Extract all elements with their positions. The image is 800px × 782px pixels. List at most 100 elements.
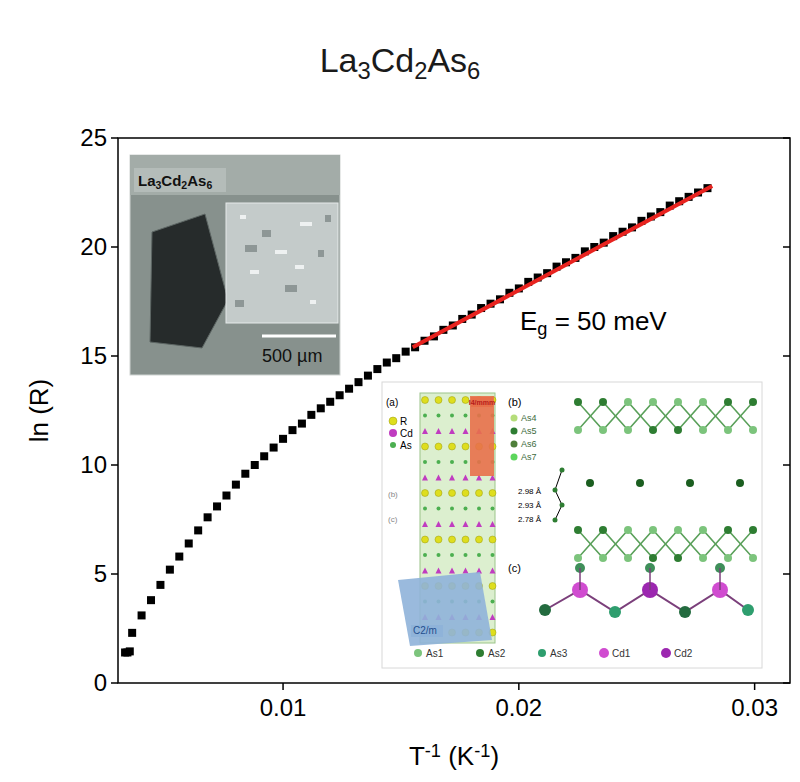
data-point xyxy=(336,391,344,399)
data-point xyxy=(126,647,134,655)
as-atom xyxy=(477,553,481,557)
as-atom xyxy=(586,479,594,487)
y-tick xyxy=(111,464,118,466)
y-tick-label: 25 xyxy=(80,124,107,151)
r-atom xyxy=(462,490,469,497)
speckle xyxy=(275,250,287,254)
speckle xyxy=(240,215,246,219)
cd-atom xyxy=(463,521,469,527)
distance-marker xyxy=(555,470,562,520)
r-atom xyxy=(462,536,469,543)
as-atom xyxy=(553,518,558,523)
annotation: (b) xyxy=(388,490,398,499)
legend-dot xyxy=(599,648,609,658)
text-part: = 50 meV xyxy=(547,306,667,336)
legend-dot xyxy=(511,415,518,422)
cd-atom xyxy=(436,475,442,481)
cd-atom xyxy=(490,614,496,620)
y-tick-label: 0 xyxy=(94,669,107,696)
annotation: Cd2 xyxy=(674,648,693,659)
bond xyxy=(578,530,753,558)
data-point xyxy=(298,420,306,428)
i4mmm-cell xyxy=(470,396,494,476)
as-atom xyxy=(491,553,495,557)
speckle xyxy=(295,265,304,269)
y-tick-right xyxy=(783,246,790,248)
data-group xyxy=(121,184,712,656)
y-tick-label: 10 xyxy=(80,451,107,478)
data-point xyxy=(241,470,249,478)
as-atom xyxy=(423,414,427,418)
y-axis-title: ln (R) xyxy=(24,379,54,443)
r-atom xyxy=(476,490,483,497)
chart: La3Cd2As605101520250.010.020.03T-1 (K-1)… xyxy=(0,0,800,782)
chart-title: La3Cd2As6 xyxy=(320,41,481,84)
annotation: (c) xyxy=(508,562,521,574)
as-atom xyxy=(560,468,565,473)
y-tick-right xyxy=(783,137,790,139)
data-point xyxy=(251,461,259,469)
y-tick xyxy=(111,355,118,357)
annotation: As7 xyxy=(521,452,537,462)
cd-atom xyxy=(449,475,455,481)
y-tick-label: 5 xyxy=(94,560,107,587)
annotation: As6 xyxy=(521,439,537,449)
as-atom xyxy=(437,414,441,418)
text-part: As xyxy=(427,41,467,79)
speckle xyxy=(235,300,244,307)
as-atom xyxy=(699,554,707,562)
text-part: Cd xyxy=(161,172,181,189)
r-atom xyxy=(449,443,456,450)
r-atom xyxy=(489,490,496,497)
data-point xyxy=(128,629,136,637)
x-tick xyxy=(754,683,756,690)
text-part: La xyxy=(320,41,358,79)
c2m-cell xyxy=(398,572,492,646)
as-atom xyxy=(477,507,481,511)
as-atom xyxy=(450,553,454,557)
annotation: 2.93 Å xyxy=(518,501,542,510)
y-tick xyxy=(111,682,118,684)
legend-dot xyxy=(511,441,518,448)
as-atom xyxy=(624,426,632,434)
as-atom xyxy=(624,398,632,406)
text-part: T xyxy=(409,741,425,771)
bond xyxy=(579,568,581,590)
label-patch xyxy=(134,168,226,192)
cd-atom xyxy=(463,428,469,434)
as-atom xyxy=(599,554,607,562)
as-atom xyxy=(749,426,757,434)
text-part: Cd xyxy=(371,41,414,79)
annotation: I4/mmm xyxy=(469,399,495,406)
x-tick-label: 0.01 xyxy=(260,694,307,721)
speckle xyxy=(318,250,324,257)
data-point xyxy=(279,435,287,443)
r-atom xyxy=(435,443,442,450)
annotation: La3Cd2As6 xyxy=(138,172,212,191)
as-atom xyxy=(464,460,468,464)
bond xyxy=(719,568,721,590)
cd-atom xyxy=(449,521,455,527)
data-point xyxy=(355,378,363,386)
data-point xyxy=(402,348,410,356)
as-atom xyxy=(491,600,495,604)
r-atom xyxy=(449,397,456,404)
data-point xyxy=(307,411,315,419)
data-point xyxy=(138,611,146,619)
as-atom xyxy=(437,460,441,464)
bond xyxy=(578,402,753,430)
data-point xyxy=(364,372,372,380)
legend-dot xyxy=(414,649,422,657)
speckle xyxy=(245,245,257,252)
legend-dot xyxy=(476,649,484,657)
as-atom xyxy=(624,526,632,534)
annotation: R xyxy=(400,416,407,427)
text-part: -1 xyxy=(474,741,490,761)
as-atom xyxy=(649,426,657,434)
text-part: (K xyxy=(441,741,475,771)
text-part: ) xyxy=(490,741,499,771)
text-part: As xyxy=(187,172,206,189)
structure-inset xyxy=(382,382,762,668)
as-atom xyxy=(437,553,441,557)
data-point xyxy=(270,444,278,452)
